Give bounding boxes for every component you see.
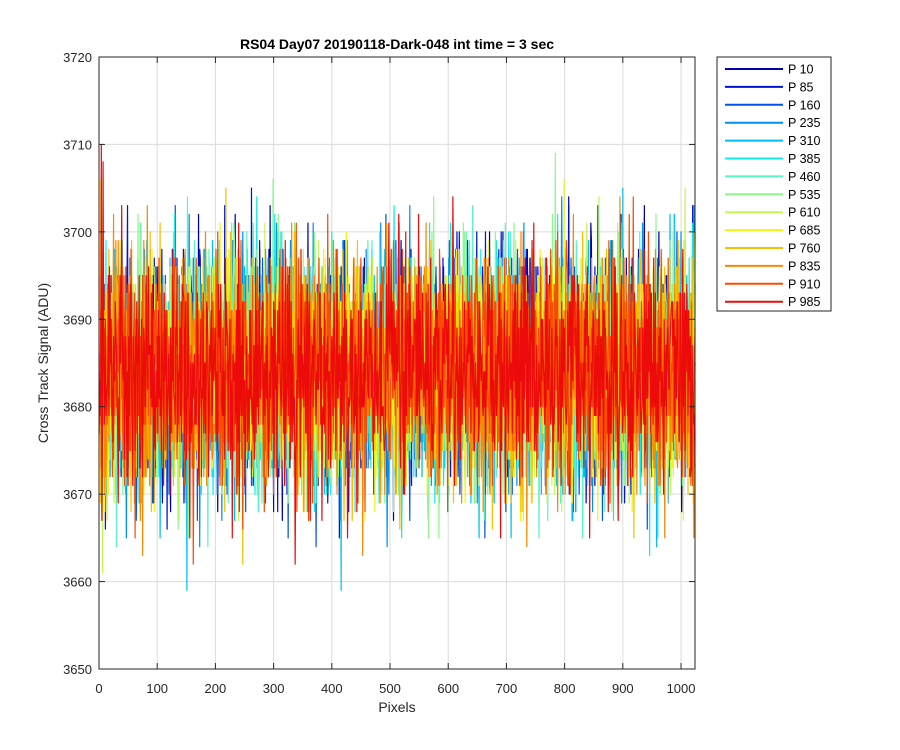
x-tick-label: 900: [612, 681, 634, 696]
legend-label-p-535: P 535: [788, 188, 820, 202]
y-tick-label: 3700: [63, 225, 92, 240]
x-tick-label: 500: [379, 681, 401, 696]
y-tick-label: 3650: [63, 662, 92, 677]
legend-box: [716, 56, 832, 312]
legend-label-p-10: P 10: [788, 63, 814, 77]
legend-label-p-685: P 685: [788, 224, 820, 238]
x-axis-label: Pixels: [378, 699, 415, 715]
x-tick-label: 800: [554, 681, 576, 696]
x-tick-label: 600: [437, 681, 459, 696]
legend-label-p-760: P 760: [788, 242, 820, 256]
y-tick-label: 3720: [63, 50, 92, 65]
x-tick-label: 1000: [667, 681, 696, 696]
series-layer: [98, 143, 696, 591]
legend-label-p-235: P 235: [788, 116, 820, 130]
y-tick-label: 3660: [63, 575, 92, 590]
legend-label-p-85: P 85: [788, 80, 814, 94]
legend-label-p-160: P 160: [788, 98, 820, 112]
series-line-p-985: [98, 143, 696, 565]
x-tick-label: 400: [321, 681, 343, 696]
y-tick-label: 3710: [63, 137, 92, 152]
plot-frame: [98, 56, 696, 670]
axis-ticks: 0 100 200 300 400 500 600 700 800 900 1000 3650 3660…: [63, 50, 695, 696]
legend-label-p-610: P 610: [788, 206, 820, 220]
legend-label-p-985: P 985: [788, 295, 820, 309]
legend-label-p-910: P 910: [788, 277, 820, 291]
legend-label-p-385: P 385: [788, 152, 820, 166]
y-tick-label: 3670: [63, 487, 92, 502]
x-tick-label: 100: [146, 681, 168, 696]
x-tick-label: 200: [205, 681, 227, 696]
y-tick-label: 3680: [63, 400, 92, 415]
legend-label-p-310: P 310: [788, 134, 820, 148]
x-tick-label: 700: [496, 681, 518, 696]
x-tick-label: 300: [263, 681, 285, 696]
x-tick-label: 0: [95, 681, 102, 696]
y-tick-label: 3690: [63, 312, 92, 327]
y-axis-label: Cross Track Signal (ADU): [35, 283, 51, 443]
legend-label-p-460: P 460: [788, 170, 820, 184]
legend: P 10 P 85 P 160 P 235 P 310 P 385 P 460 P 535 P …: [716, 56, 832, 312]
chart-title: RS04 Day07 20190118-Dark-048 int time = …: [240, 36, 554, 52]
legend-label-p-835: P 835: [788, 259, 820, 273]
